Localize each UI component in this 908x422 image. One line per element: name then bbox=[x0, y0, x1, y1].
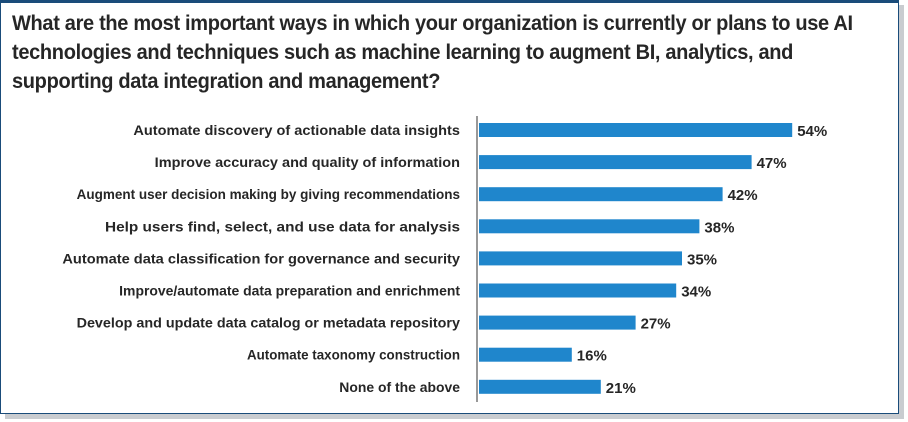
bar bbox=[479, 251, 682, 266]
category-label: None of the above bbox=[339, 380, 460, 395]
bar bbox=[479, 379, 601, 394]
category-label: Develop and update data catalog or metad… bbox=[77, 316, 461, 331]
category-label: Improve accuracy and quality of informat… bbox=[155, 155, 460, 170]
value-label: 21% bbox=[606, 380, 636, 397]
bar bbox=[479, 123, 793, 137]
value-label: 27% bbox=[641, 316, 671, 333]
category-label: Improve/automate data preparation and en… bbox=[119, 284, 460, 299]
value-label: 35% bbox=[687, 251, 717, 268]
chart-title: What are the most important ways in whic… bbox=[12, 11, 853, 93]
category-label: Automate discovery of actionable data in… bbox=[133, 123, 460, 138]
value-label: 38% bbox=[704, 219, 734, 236]
bar bbox=[479, 155, 752, 170]
bar bbox=[479, 219, 700, 234]
value-label: 34% bbox=[681, 284, 711, 301]
category-label: Augment user decision making by giving r… bbox=[77, 187, 460, 202]
value-label: 16% bbox=[577, 348, 607, 365]
category-label: Automate taxonomy construction bbox=[247, 348, 460, 363]
value-label: 42% bbox=[728, 187, 758, 204]
category-label: Help users find, select, and use data fo… bbox=[105, 219, 460, 234]
chart-frame: What are the most important ways in whic… bbox=[0, 0, 899, 414]
bar bbox=[479, 283, 677, 298]
bar bbox=[479, 187, 723, 202]
category-label: Automate data classification for governa… bbox=[62, 251, 460, 266]
bar bbox=[479, 347, 572, 362]
value-label: 47% bbox=[757, 155, 787, 172]
value-label: 54% bbox=[797, 123, 827, 140]
bar bbox=[479, 315, 636, 330]
